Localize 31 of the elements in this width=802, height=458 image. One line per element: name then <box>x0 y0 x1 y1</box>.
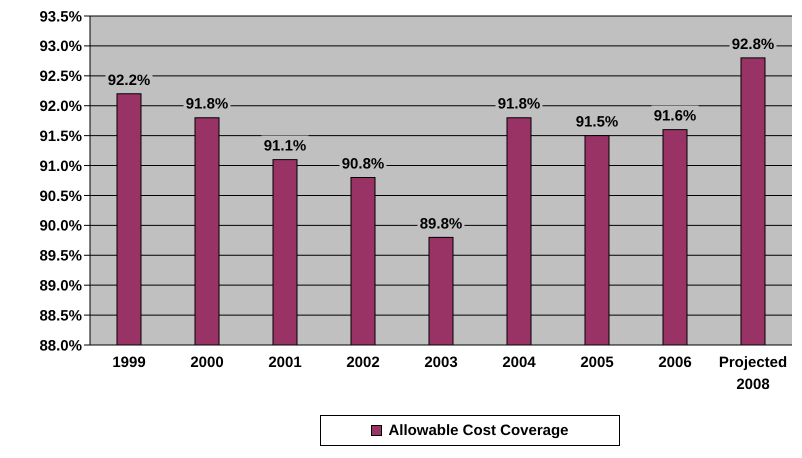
data-label: 91.6% <box>654 108 696 125</box>
y-tick-label: 88.5% <box>39 307 82 324</box>
data-label: 91.1% <box>264 138 306 155</box>
data-label: 91.8% <box>186 96 228 113</box>
y-tick-label: 90.0% <box>39 218 82 235</box>
y-tick-label: 89.5% <box>39 248 82 265</box>
data-label: 92.8% <box>732 36 774 53</box>
y-tick-label: 89.0% <box>39 278 82 295</box>
x-tick-label: Projected 2008 <box>718 354 788 393</box>
y-tick-label: 93.0% <box>39 38 82 56</box>
x-tick-label: 2006 <box>658 354 692 371</box>
legend-label: Allowable Cost Coverage <box>387 422 569 439</box>
x-tick-label: 2000 <box>190 354 224 371</box>
y-tick-label: 90.5% <box>39 188 82 205</box>
data-label: 92.2% <box>108 72 150 89</box>
y-tick-label: 93.5% <box>39 8 82 26</box>
x-tick-label: 2002 <box>346 354 380 371</box>
x-tick-label: 1999 <box>112 354 146 371</box>
y-tick-label: 92.0% <box>39 98 82 116</box>
data-label: 91.8% <box>498 96 540 113</box>
x-tick-label: 2004 <box>502 354 536 371</box>
x-tick-label: 2001 <box>268 354 302 371</box>
y-tick-label: 92.5% <box>39 68 82 86</box>
y-tick-label: 88.0% <box>39 337 82 354</box>
x-tick-label: 2003 <box>424 354 458 371</box>
data-label: 89.8% <box>420 215 462 232</box>
x-tick-label: 2005 <box>580 354 614 371</box>
data-label: 90.8% <box>342 156 384 173</box>
data-label: 91.5% <box>576 114 618 131</box>
y-tick-label: 91.5% <box>39 128 82 145</box>
y-tick-label: 91.0% <box>39 158 82 175</box>
